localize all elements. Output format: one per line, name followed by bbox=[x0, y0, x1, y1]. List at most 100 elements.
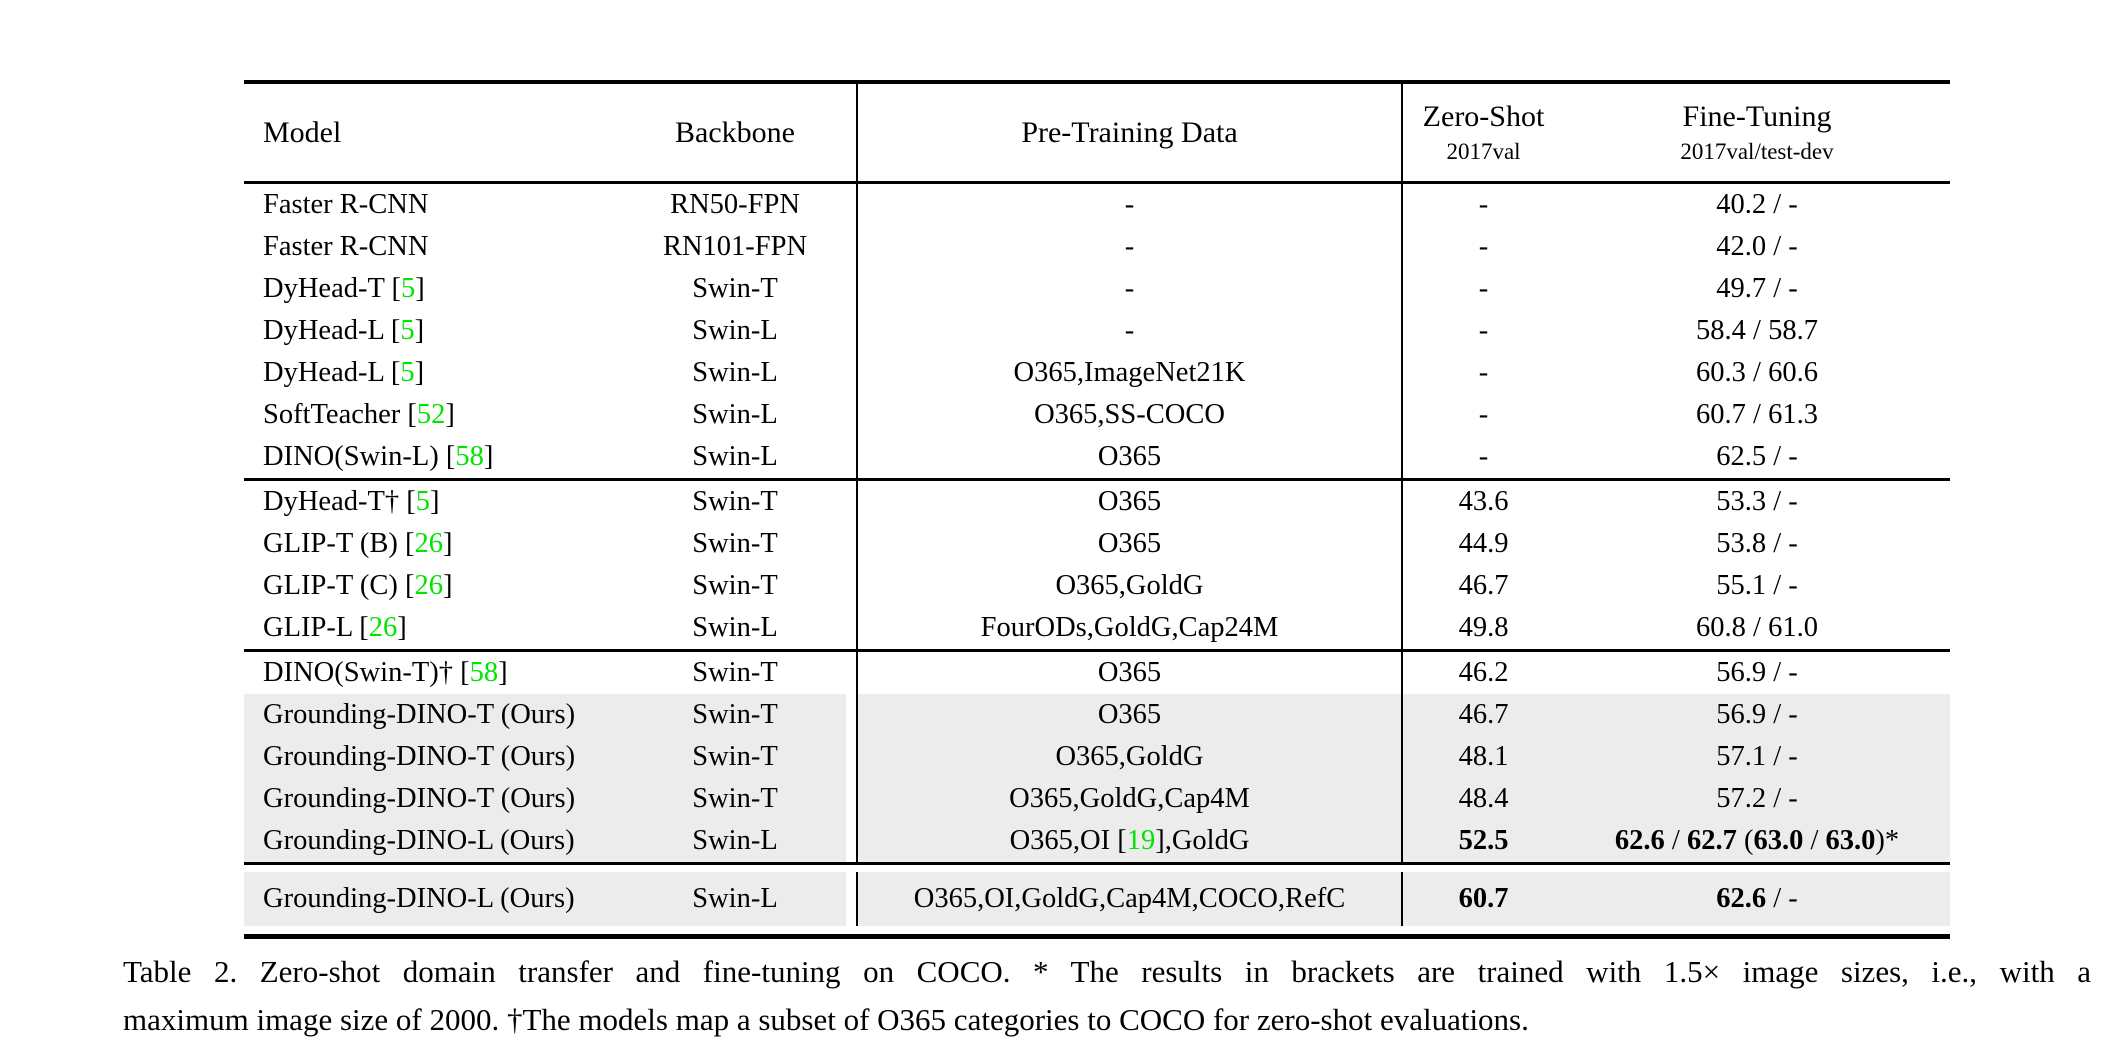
cell-text: 60.7 bbox=[1459, 883, 1509, 915]
cell-backbone: Swin-T bbox=[624, 694, 846, 736]
zero-shot-subtitle: 2017val bbox=[1446, 139, 1521, 164]
cell-text: GLIP-T (B) [26] bbox=[263, 528, 452, 560]
cell-zero-shot: 49.8 bbox=[1401, 607, 1564, 649]
text-token: Swin-T bbox=[692, 528, 778, 559]
text-token: Swin-L bbox=[692, 612, 778, 643]
text-token: Swin-T bbox=[692, 486, 778, 517]
cell-fine-tuning: 49.7 / - bbox=[1564, 268, 1950, 310]
cell-text: Grounding-DINO-T (Ours) bbox=[263, 741, 575, 773]
cell-text: 56.9 / - bbox=[1716, 699, 1798, 731]
bold-value: 63.0 bbox=[1753, 825, 1804, 856]
text-token: SoftTeacher [ bbox=[263, 399, 417, 430]
cell-text: Swin-T bbox=[692, 486, 778, 518]
cell-text: DyHead-T [5] bbox=[263, 273, 425, 305]
cell-gap bbox=[846, 481, 856, 523]
cell-text: 62.6 / 62.7 (63.0 / 63.0)* bbox=[1615, 825, 1899, 857]
cell-model: GLIP-L [26] bbox=[244, 607, 624, 649]
text-token: RN50-FPN bbox=[670, 189, 800, 220]
text-token: / - bbox=[1766, 883, 1798, 914]
cell-zero-shot: 60.7 bbox=[1401, 872, 1564, 926]
text-token: Swin-T bbox=[692, 657, 778, 688]
table-row: Grounding-DINO-T (Ours) Swin-T O365,GoldG 4… bbox=[244, 736, 1950, 778]
cell-zero-shot: 46.7 bbox=[1401, 565, 1564, 607]
cell-text: O365,SS-COCO bbox=[1034, 399, 1225, 431]
text-token: 49.7 / - bbox=[1716, 273, 1798, 304]
column-header-model: Model bbox=[244, 84, 624, 181]
cell-gap bbox=[846, 565, 856, 607]
text-token: DINO(Swin-L) [ bbox=[263, 441, 456, 472]
text-token: 60.3 / 60.6 bbox=[1696, 357, 1818, 388]
text-token: Grounding-DINO-T (Ours) bbox=[263, 699, 576, 730]
cell-pretraining-data: O365,OI [19],GoldG bbox=[856, 820, 1401, 862]
text-token: FourODs,GoldG,Cap24M bbox=[980, 612, 1279, 643]
bold-value: 62.6 bbox=[1716, 883, 1767, 914]
cell-text: Swin-L bbox=[692, 315, 778, 347]
cell-text: FourODs,GoldG,Cap24M bbox=[981, 612, 1279, 644]
cell-text: DINO(Swin-L) [58] bbox=[263, 441, 493, 473]
cell-text: O365,GoldG bbox=[1055, 570, 1203, 602]
cell-text: O365,OI,GoldG,Cap4M,COCO,RefC bbox=[914, 883, 1345, 915]
cell-text: 46.2 bbox=[1459, 657, 1509, 689]
text-token: DyHead-T [ bbox=[263, 273, 401, 304]
text-token: 56.9 / - bbox=[1716, 657, 1798, 688]
cell-fine-tuning: 60.7 / 61.3 bbox=[1564, 394, 1950, 436]
cell-text: Grounding-DINO-L (Ours) bbox=[263, 883, 575, 915]
text-token: Faster R-CNN bbox=[263, 231, 429, 262]
citation-ref: 5 bbox=[400, 273, 416, 304]
cell-text: 43.6 bbox=[1459, 486, 1509, 518]
cell-fine-tuning: 57.1 / - bbox=[1564, 736, 1950, 778]
cell-gap bbox=[846, 436, 856, 478]
cell-text: - bbox=[1125, 189, 1135, 221]
cell-gap bbox=[846, 872, 856, 926]
cell-zero-shot: 43.6 bbox=[1401, 481, 1564, 523]
bold-value: 60.7 bbox=[1458, 883, 1509, 914]
table-top-rule bbox=[244, 80, 1950, 84]
text-token: 48.4 bbox=[1458, 783, 1509, 814]
column-header-pretraining-data: Pre-Training Data bbox=[856, 84, 1401, 181]
cell-gap bbox=[846, 820, 856, 862]
cell-gap bbox=[846, 226, 856, 268]
cell-backbone: Swin-L bbox=[624, 352, 846, 394]
column-gap bbox=[846, 84, 856, 181]
cell-text: DyHead-L [5] bbox=[263, 315, 424, 347]
cell-model: Faster R-CNN bbox=[244, 184, 624, 226]
cell-text: 57.2 / - bbox=[1716, 783, 1798, 815]
text-token: Swin-T bbox=[692, 699, 778, 730]
cell-pretraining-data: O365,ImageNet21K bbox=[856, 352, 1401, 394]
text-token: 53.3 / - bbox=[1716, 486, 1798, 517]
text-token: GLIP-T (B) [ bbox=[263, 528, 415, 559]
cell-gap bbox=[846, 394, 856, 436]
bold-value: 63.0 bbox=[1825, 825, 1876, 856]
table-bottom-rule bbox=[244, 934, 1950, 939]
bold-value: 62.7 bbox=[1686, 825, 1737, 856]
text-token: 46.7 bbox=[1458, 699, 1509, 730]
cell-model: GLIP-T (C) [26] bbox=[244, 565, 624, 607]
cell-text: Swin-L bbox=[692, 612, 778, 644]
cell-backbone: Swin-L bbox=[624, 820, 846, 862]
cell-text: RN101-FPN bbox=[663, 231, 807, 263]
column-header-fine-tuning: Fine-Tuning 2017val/test-dev bbox=[1564, 84, 1950, 181]
cell-zero-shot: - bbox=[1401, 184, 1564, 226]
text-token: 57.1 / - bbox=[1716, 741, 1798, 772]
table-caption: Table 2. Zero-shot domain transfer and f… bbox=[123, 948, 2091, 1044]
table-section: Grounding-DINO-L (Ours) Swin-L O365,OI,Gol… bbox=[244, 872, 1950, 926]
cell-gap bbox=[846, 652, 856, 694]
cell-text: 62.6 / - bbox=[1716, 883, 1798, 915]
cell-text: O365 bbox=[1098, 699, 1161, 731]
text-token: ] bbox=[429, 486, 440, 517]
results-table: Model Backbone Pre-Training Data Zero-Sh… bbox=[244, 80, 1950, 939]
text-token: Grounding-DINO-T (Ours) bbox=[263, 741, 576, 772]
cell-text: Swin-L bbox=[692, 399, 778, 431]
text-token: - bbox=[1124, 189, 1135, 220]
cell-zero-shot: - bbox=[1401, 352, 1564, 394]
citation-ref: 5 bbox=[400, 315, 415, 346]
text-token: 46.7 bbox=[1458, 570, 1509, 601]
fine-tuning-subtitle: 2017val/test-dev bbox=[1680, 139, 1834, 164]
cell-zero-shot: - bbox=[1401, 394, 1564, 436]
text-token: Grounding-DINO-T (Ours) bbox=[263, 783, 576, 814]
table-row: GLIP-L [26] Swin-L FourODs,GoldG,Cap24M 49.… bbox=[244, 607, 1950, 649]
cell-model: DyHead-T† [5] bbox=[244, 481, 624, 523]
text-token: 62.5 / - bbox=[1716, 441, 1798, 472]
bold-value: 52.5 bbox=[1458, 825, 1509, 856]
cell-pretraining-data: O365,GoldG bbox=[856, 736, 1401, 778]
